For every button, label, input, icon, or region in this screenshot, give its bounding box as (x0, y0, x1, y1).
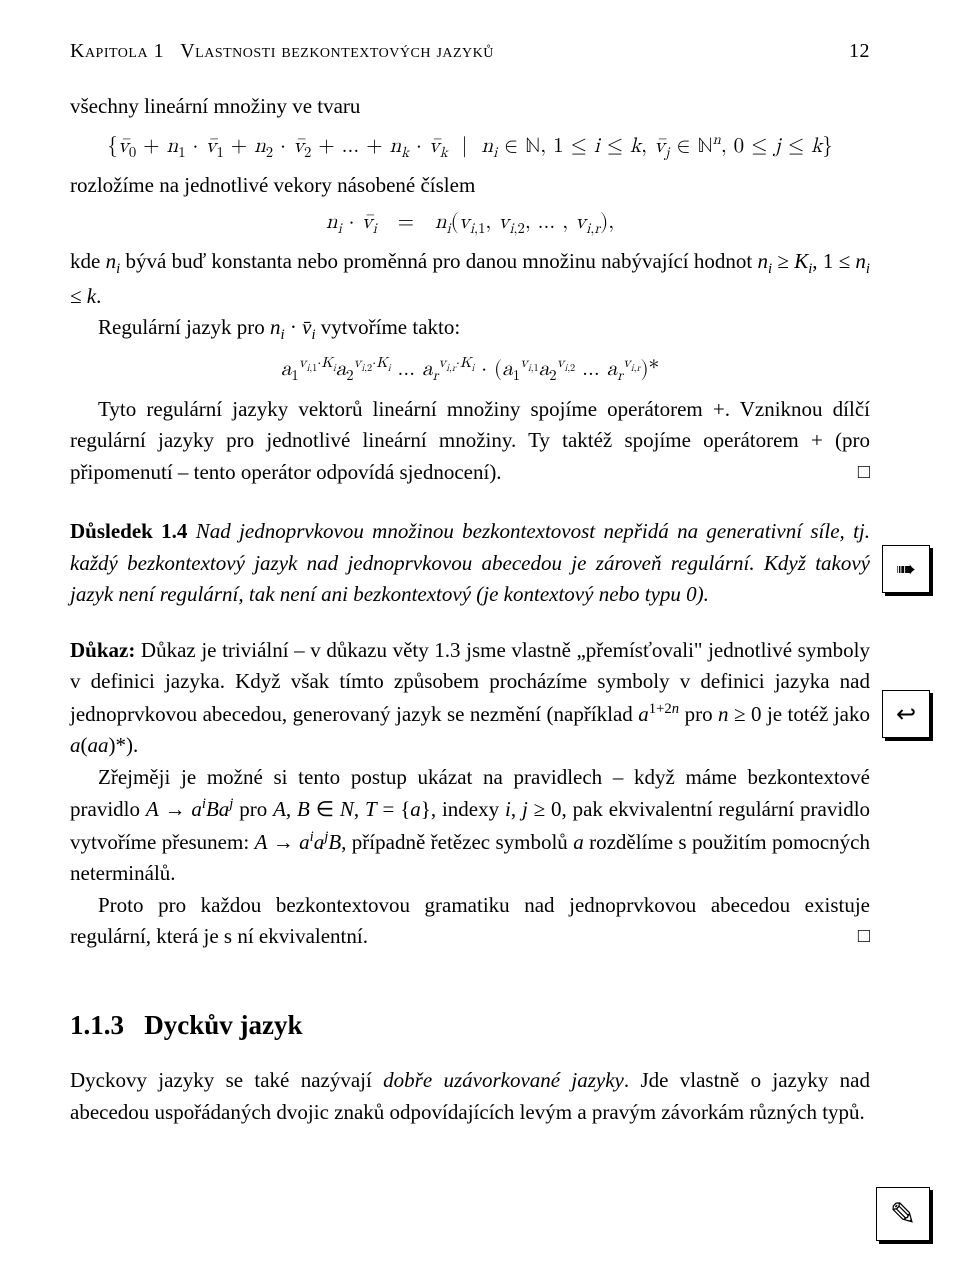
qed-1: □ (830, 457, 870, 487)
arrow-icon: ➠ (896, 555, 916, 584)
equation-1: {v̄0 + n1 · v̄1 + n2 · v̄2 + … + nk · v̄… (70, 129, 870, 164)
return-icon: ↩ (896, 700, 916, 729)
proof-para-1: Důkaz: Důkaz je triviální – v důkazu vět… (70, 635, 870, 762)
chapter-title: Vlastnosti bezkontextových jazyků (180, 40, 494, 62)
section-heading: 1.1.3 Dyckův jazyk (70, 1005, 870, 1046)
pencil-icon: ✎ (890, 1195, 917, 1233)
margin-arrow-icon: ➠ (882, 545, 930, 593)
section-number: 1.1.3 (70, 1010, 124, 1040)
equation-3: a1vi,1·Kia2vi,2·Ki … arvi,r·Ki · (a1vi,1… (70, 352, 870, 387)
header-left: Kapitola 1 Vlastnosti bezkontextových ja… (70, 40, 494, 63)
proof-label: Důkaz: (70, 638, 135, 662)
dyck-para-1: Dyckovy jazyky se také nazývají dobře uz… (70, 1065, 870, 1128)
para-1: všechny lineární množiny ve tvaru (70, 91, 870, 123)
proof-para-2: Zřejměji je možné si tento postup ukázat… (70, 762, 870, 890)
body-text: všechny lineární množiny ve tvaru {v̄0 +… (70, 91, 870, 1128)
qed-2: □ (830, 921, 870, 951)
running-header: Kapitola 1 Vlastnosti bezkontextových ja… (70, 40, 870, 63)
equation-2: ni · v̄i = ni(vi,1, vi,2, … , vi,r), (70, 207, 870, 240)
corollary: Důsledek 1.4 Nad jednoprvkovou množinou … (70, 516, 870, 611)
margin-pencil-icon: ✎ (876, 1187, 930, 1241)
para-2: rozložíme na jednotlivé vekory násobené … (70, 170, 870, 202)
proof-para-3: Proto pro každou bezkontextovou gramatik… (70, 890, 870, 953)
page: Kapitola 1 Vlastnosti bezkontextových ja… (0, 0, 960, 1281)
corollary-label: Důsledek 1.4 (70, 519, 187, 543)
page-number: 12 (849, 40, 870, 63)
section-title: Dyckův jazyk (144, 1010, 302, 1040)
para-5: Tyto regulární jazyky vektorů lineární m… (70, 394, 870, 489)
margin-return-icon: ↩ (882, 690, 930, 738)
para-3: kde ni bývá buď konstanta nebo proměnná … (70, 246, 870, 312)
corollary-text: Nad jednoprvkovou množinou bezkontextovo… (70, 519, 870, 606)
para-4: Regulární jazyk pro ni · v̄i vytvoříme t… (70, 312, 870, 346)
chapter-label: Kapitola 1 (70, 40, 164, 62)
